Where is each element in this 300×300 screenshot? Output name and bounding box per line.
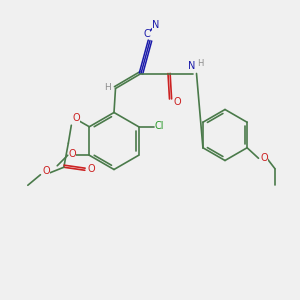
Text: O: O xyxy=(88,164,95,174)
Text: C: C xyxy=(143,29,150,39)
Text: O: O xyxy=(260,153,268,163)
Text: H: H xyxy=(105,82,111,91)
Text: N: N xyxy=(152,20,159,30)
Text: N: N xyxy=(188,61,196,71)
Text: H: H xyxy=(197,59,203,68)
Text: O: O xyxy=(72,113,80,123)
Text: O: O xyxy=(69,149,76,159)
Text: O: O xyxy=(42,166,50,176)
Text: O: O xyxy=(173,97,181,107)
Text: Cl: Cl xyxy=(155,121,164,131)
